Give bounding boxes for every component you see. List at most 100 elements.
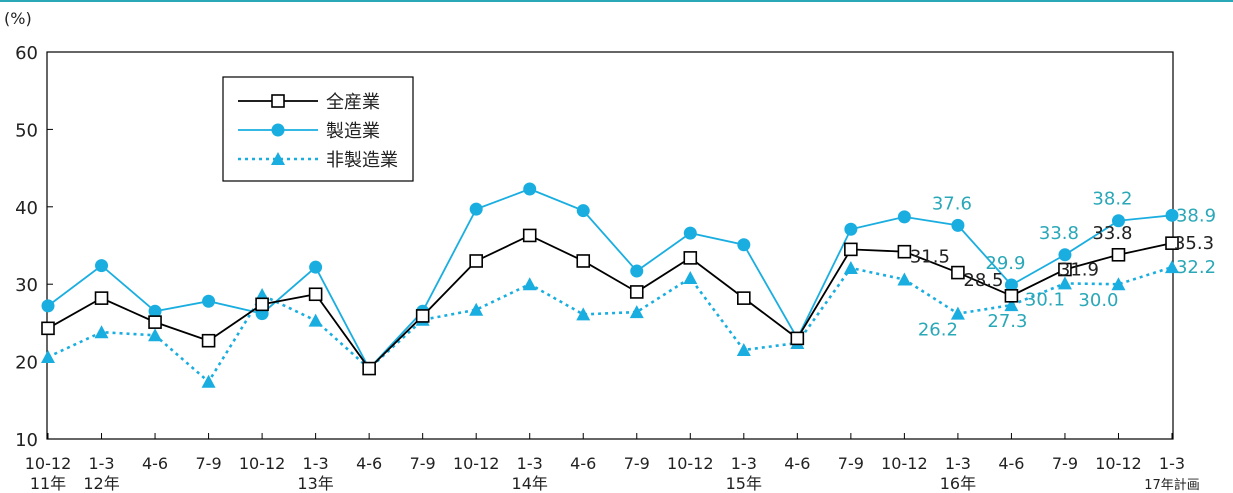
data-point: [1058, 248, 1072, 262]
data-point: [843, 260, 858, 274]
x-tick-label: 7-9: [196, 454, 222, 473]
data-point: [576, 254, 591, 268]
data-point: [1111, 247, 1126, 262]
x-tick-label: 10-12: [881, 454, 928, 473]
data-point: [1165, 236, 1179, 250]
data-point: [309, 260, 323, 274]
data-point: [469, 202, 483, 216]
y-tick-label: 20: [15, 353, 38, 374]
data-label: 30.1: [1025, 289, 1065, 310]
legend-label: 非製造業: [326, 150, 398, 171]
data-point: [255, 297, 269, 312]
legend-label: 製造業: [326, 121, 380, 142]
x-year-label: 17年計画: [1144, 477, 1200, 493]
data-point: [629, 305, 644, 319]
legend-box: [222, 76, 414, 182]
data-label: 29.9: [985, 253, 1025, 274]
data-point: [41, 299, 55, 313]
x-tick-label: 10-12: [667, 454, 714, 473]
x-tick-label: 4-6: [356, 454, 382, 473]
data-point: [790, 331, 805, 346]
data-label: 33.8: [1092, 223, 1132, 244]
data-point: [576, 204, 590, 218]
x-tick-label: 10-12: [25, 454, 72, 473]
series-group: [41, 182, 1179, 388]
data-point: [844, 242, 858, 257]
x-year-label: 12年: [83, 474, 119, 493]
data-label: 35.3: [1174, 233, 1214, 254]
y-tick-label: 30: [15, 275, 38, 296]
x-tick-label: 4-6: [998, 454, 1024, 473]
data-point: [844, 222, 858, 236]
data-point: [1004, 298, 1019, 312]
legend-label: 全産業: [326, 92, 380, 113]
data-label: 28.5: [963, 270, 1003, 291]
data-label: 32.2: [1176, 257, 1216, 278]
data-point: [308, 287, 323, 302]
y-axis: 10 20 30 40 50 60: [15, 43, 53, 451]
x-tick-label: 1-3: [303, 454, 329, 473]
x-tick-label: 4-6: [784, 454, 810, 473]
plot-frame: [46, 51, 1174, 440]
data-label: 27.3: [987, 311, 1027, 332]
data-point: [576, 307, 591, 321]
x-tick-label: 10-12: [1095, 454, 1142, 473]
x-tick-label: 4-6: [142, 454, 168, 473]
data-point: [94, 325, 109, 339]
data-point: [362, 361, 376, 376]
data-point: [148, 304, 162, 318]
data-point: [523, 182, 537, 196]
series-line: [47, 188, 1173, 371]
data-point: [1058, 262, 1072, 277]
data-label: 38.9: [1176, 205, 1216, 226]
y-tick-label: 10: [15, 430, 38, 451]
data-point: [897, 210, 911, 224]
data-point: [41, 349, 55, 363]
data-point: [41, 321, 55, 336]
data-point: [308, 313, 323, 327]
data-point: [522, 277, 537, 291]
data-label: 38.2: [1092, 189, 1132, 210]
data-label: 37.6: [932, 193, 972, 214]
x-year-label: 11年: [30, 474, 66, 493]
data-label: 26.2: [918, 320, 958, 341]
x-year-label: 16年: [940, 474, 976, 493]
x-year-label: 14年: [512, 474, 548, 493]
data-point: [737, 291, 751, 305]
y-tick-label: 60: [15, 43, 38, 64]
series-line: [47, 234, 1173, 370]
y-unit-label: (%): [4, 9, 32, 28]
data-point: [629, 285, 644, 299]
data-point: [950, 306, 965, 320]
legend-marker: [271, 152, 285, 165]
x-tick-label: 7-9: [838, 454, 864, 473]
data-point: [897, 244, 912, 259]
y-tick-label: 40: [15, 198, 38, 219]
x-tick-label: 7-9: [624, 454, 650, 473]
data-point: [683, 251, 698, 265]
data-label: 33.8: [1039, 223, 1079, 244]
data-point: [201, 333, 216, 348]
x-tick-label: 4-6: [570, 454, 596, 473]
data-point: [951, 265, 965, 280]
series-0: [41, 228, 1179, 376]
x-tick-label: 7-9: [410, 454, 436, 473]
x-tick-label: 10-12: [453, 454, 500, 473]
legend-marker: [271, 123, 285, 137]
x-tick-label: 1-3: [731, 454, 757, 473]
x-tick-label: 1-3: [517, 454, 543, 473]
data-label: 31.9: [1059, 259, 1099, 280]
x-tick-label: 1-3: [88, 454, 114, 473]
y-tick-label: 50: [15, 120, 38, 141]
x-tick-label: 1-3: [945, 454, 971, 473]
legend-marker: [271, 94, 285, 108]
x-axis: 10-12 1-3 4-6 7-9 10-12 1-3 4-6 7-9 10-12 1-3 4-6 7…: [25, 433, 1200, 493]
x-tick-label: 10-12: [239, 454, 286, 473]
x-tick-label: 7-9: [1052, 454, 1078, 473]
data-point: [1057, 276, 1072, 290]
data-point: [1165, 260, 1179, 274]
data-point: [469, 302, 484, 316]
data-point: [1111, 214, 1125, 228]
x-year-label: 13年: [297, 474, 333, 493]
